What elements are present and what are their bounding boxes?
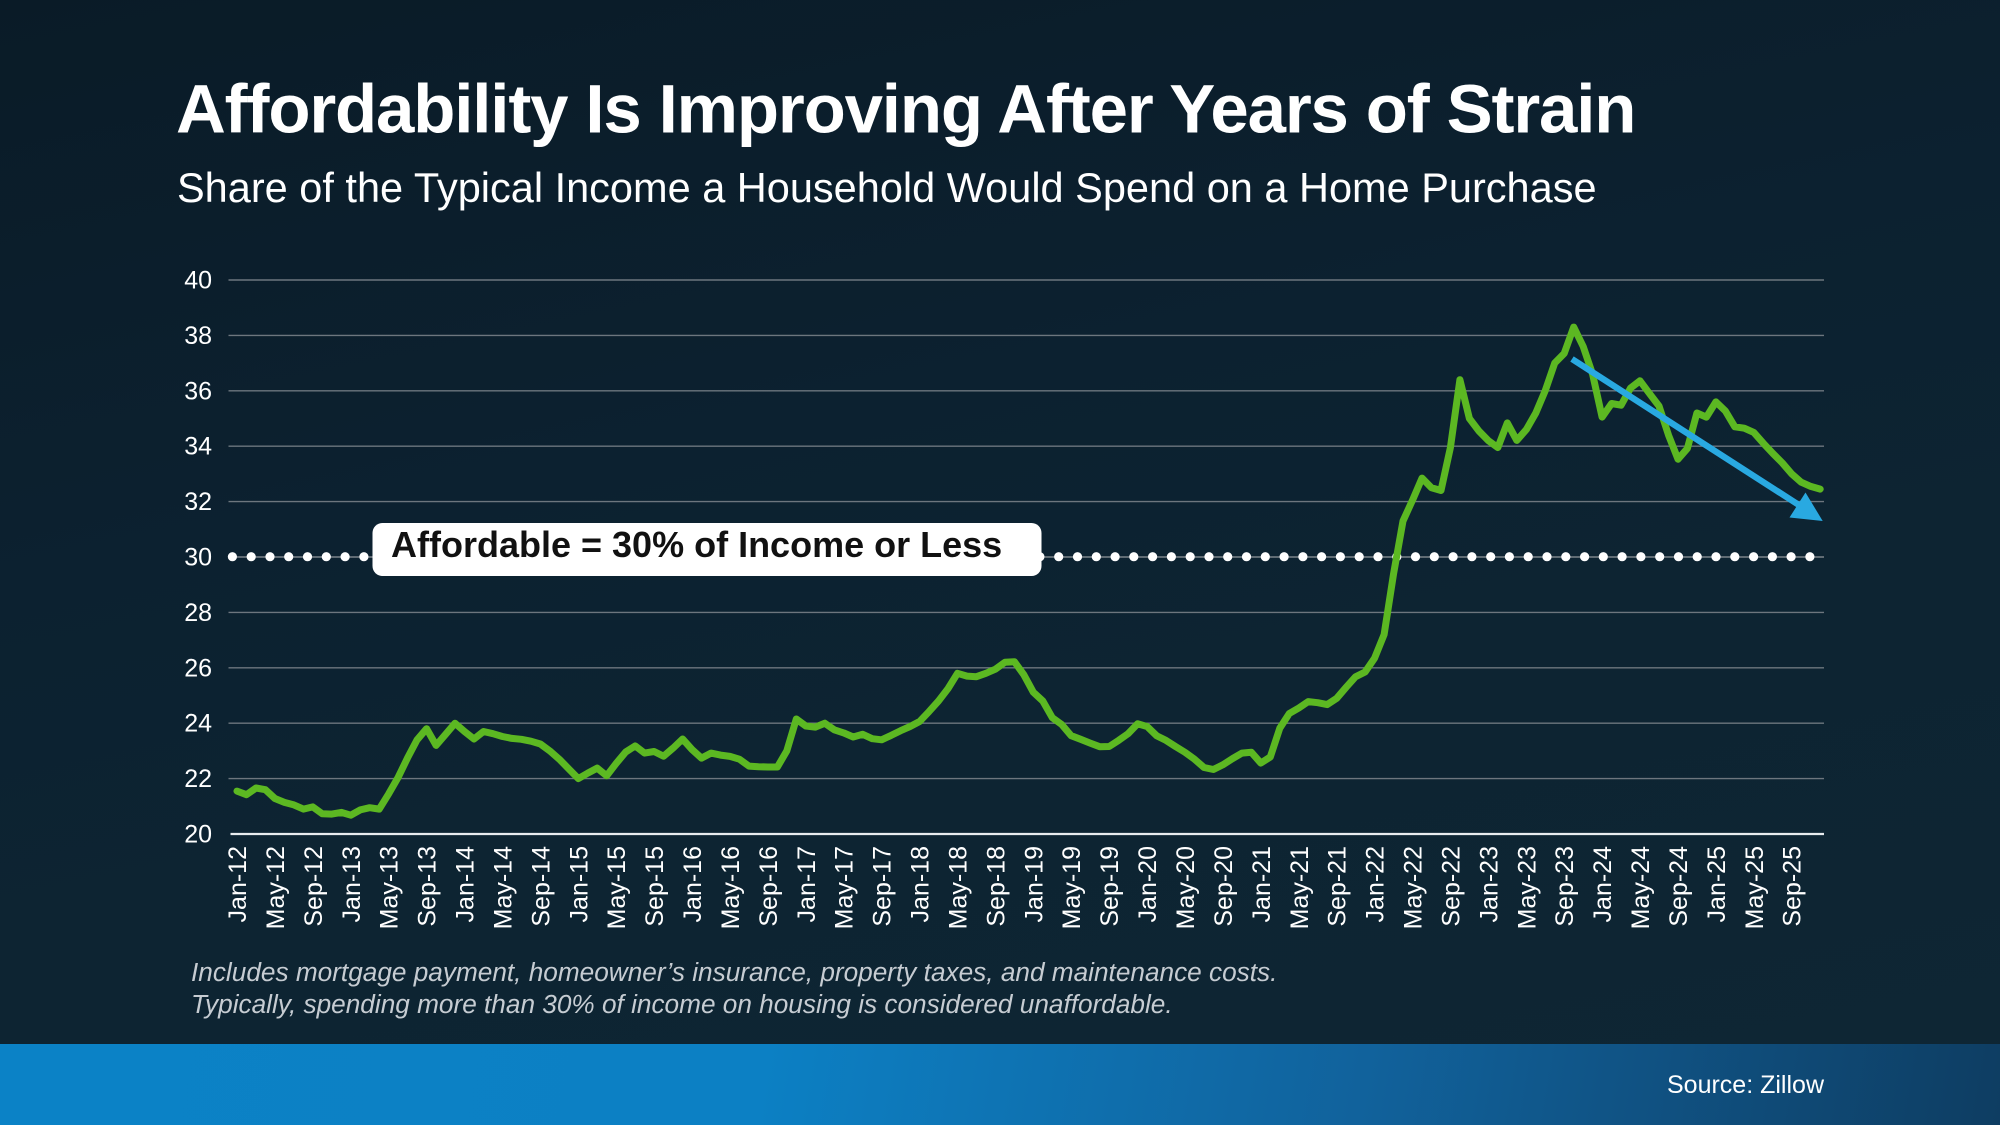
svg-text:Jan-22: Jan-22 [1362,846,1390,922]
svg-text:Sep-21: Sep-21 [1324,846,1352,927]
svg-text:Sep-24: Sep-24 [1665,846,1693,927]
svg-text:Sep-25: Sep-25 [1779,846,1807,927]
svg-text:26: 26 [184,654,212,682]
svg-text:Jan-19: Jan-19 [1020,846,1048,922]
svg-text:May-18: May-18 [945,846,973,929]
svg-text:Jan-17: Jan-17 [793,846,821,922]
svg-text:Jan-13: Jan-13 [338,846,366,922]
svg-text:May-14: May-14 [489,846,517,929]
svg-text:May-13: May-13 [376,846,404,929]
svg-text:May-20: May-20 [1172,846,1200,929]
svg-text:Source: Zillow: Source: Zillow [1667,1071,1825,1099]
svg-text:May-17: May-17 [831,846,859,929]
svg-text:Sep-12: Sep-12 [300,846,328,927]
svg-text:May-16: May-16 [717,846,745,929]
svg-text:May-15: May-15 [603,846,631,929]
svg-text:Jan-21: Jan-21 [1248,846,1276,922]
svg-text:May-22: May-22 [1400,846,1428,929]
svg-text:Sep-18: Sep-18 [982,846,1010,927]
svg-text:Sep-16: Sep-16 [755,846,783,927]
svg-text:Share of the Typical Income a: Share of the Typical Income a Household … [177,164,1597,211]
svg-text:Typically, spending more than: Typically, spending more than 30% of inc… [191,989,1173,1019]
svg-text:22: 22 [184,765,212,793]
svg-text:34: 34 [184,433,212,461]
svg-text:Sep-15: Sep-15 [641,846,669,927]
svg-text:40: 40 [184,267,212,295]
svg-text:Sep-20: Sep-20 [1210,846,1238,927]
svg-text:Jan-18: Jan-18 [907,846,935,922]
svg-text:20: 20 [184,821,212,849]
svg-text:May-19: May-19 [1058,846,1086,929]
svg-text:Affordability Is Improving Aft: Affordability Is Improving After Years o… [176,71,1635,148]
svg-text:Jan-23: Jan-23 [1475,846,1503,922]
svg-text:Includes mortgage payment, hom: Includes mortgage payment, homeowner’s i… [191,957,1277,987]
svg-text:Sep-17: Sep-17 [869,846,897,927]
svg-text:Jan-12: Jan-12 [224,846,252,922]
svg-text:Sep-13: Sep-13 [414,846,442,927]
svg-text:May-25: May-25 [1741,846,1769,929]
svg-text:Jan-24: Jan-24 [1589,846,1617,923]
svg-text:May-21: May-21 [1286,846,1314,929]
svg-text:24: 24 [184,710,212,738]
svg-text:Jan-14: Jan-14 [452,846,480,923]
svg-text:Sep-14: Sep-14 [527,846,555,927]
svg-text:Jan-15: Jan-15 [565,846,593,922]
svg-text:Sep-19: Sep-19 [1096,846,1124,927]
svg-text:28: 28 [184,599,212,627]
svg-text:38: 38 [184,322,212,350]
svg-text:May-24: May-24 [1627,846,1655,929]
svg-text:May-23: May-23 [1513,846,1541,929]
svg-text:Sep-22: Sep-22 [1437,846,1465,927]
svg-text:Jan-20: Jan-20 [1134,846,1162,922]
svg-text:Affordable = 30% of Income or: Affordable = 30% of Income or Less [391,524,1002,565]
svg-text:30: 30 [184,544,212,572]
svg-text:Sep-23: Sep-23 [1551,846,1579,927]
svg-text:May-12: May-12 [262,846,290,929]
svg-text:Jan-25: Jan-25 [1703,846,1731,922]
svg-text:32: 32 [184,488,212,516]
svg-text:Jan-16: Jan-16 [679,846,707,922]
svg-text:36: 36 [184,377,212,405]
